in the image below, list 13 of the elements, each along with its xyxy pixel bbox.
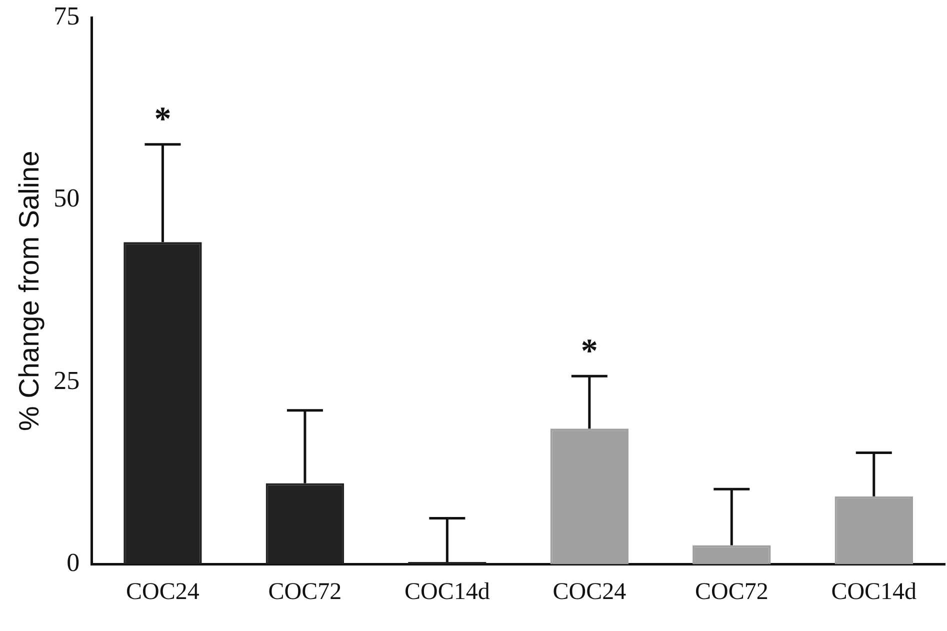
y-tick-label: 50	[54, 184, 80, 213]
y-axis-title: % Change from Saline	[14, 150, 45, 431]
y-tick-label: 75	[54, 1, 80, 30]
x-tick-label: COC72	[268, 578, 342, 605]
x-tick-label: COC24	[126, 578, 200, 605]
y-tick-label: 0	[66, 548, 80, 578]
data-label: *	[580, 332, 598, 370]
x-tick-label: COC24	[552, 578, 626, 605]
x-tick-label: COC72	[694, 578, 768, 605]
x-tick-label: COC14d	[831, 578, 917, 605]
data-label: *	[154, 101, 172, 138]
y-tick-label: 25	[54, 366, 80, 395]
x-tick-label: COC14d	[404, 578, 490, 605]
